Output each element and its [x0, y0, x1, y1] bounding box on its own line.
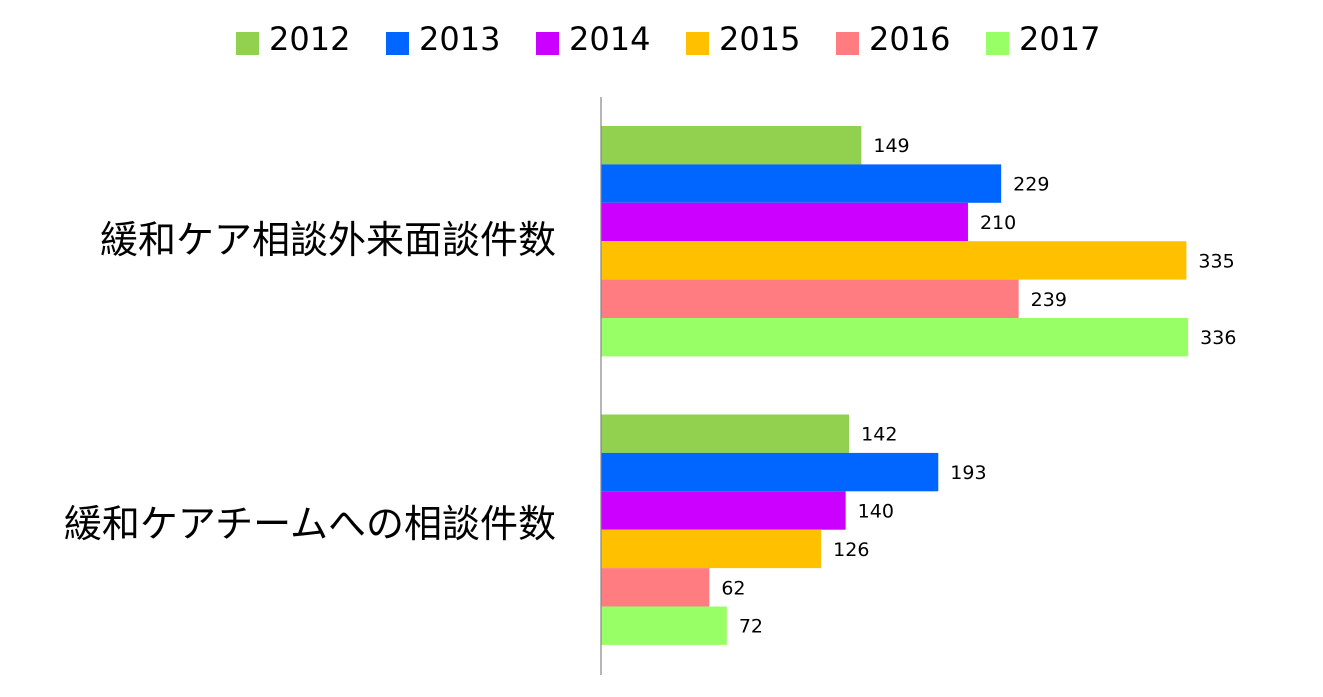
bar-2016-cat2 — [601, 568, 710, 607]
legend: 2012 2013 2014 2015 2016 2017 — [236, 20, 1100, 58]
legend-swatch-2015 — [686, 32, 709, 55]
legend-label-2012: 2012 — [269, 20, 350, 58]
data-label-2012-cat2: 142 — [861, 424, 897, 446]
bar-2012-cat2 — [601, 414, 850, 453]
data-label-2017-cat1: 336 — [1200, 327, 1236, 349]
legend-swatch-2013 — [386, 32, 409, 55]
data-labels: 149 229 210 335 239 336 142 193 140 126 62 72 — [721, 135, 1236, 638]
legend-label-2014: 2014 — [569, 20, 650, 58]
data-label-2013-cat1: 229 — [1013, 174, 1049, 196]
legend-swatch-2017 — [986, 32, 1009, 55]
legend-swatch-2014 — [536, 32, 559, 55]
legend-label-2013: 2013 — [419, 20, 500, 58]
data-label-2014-cat2: 140 — [858, 501, 894, 523]
data-label-2017-cat2: 72 — [739, 616, 763, 638]
legend-swatch-2016 — [836, 32, 859, 55]
bar-2014-cat2 — [601, 491, 846, 530]
bar-2016-cat1 — [601, 279, 1019, 318]
bar-2013-cat2 — [601, 452, 939, 492]
legend-label-2015: 2015 — [719, 20, 800, 58]
plot-area — [601, 126, 1189, 645]
bar-2015-cat2 — [601, 529, 822, 569]
category-label-2: 緩和ケアチームへの相談件数 — [64, 502, 556, 546]
bar-2015-cat1 — [601, 241, 1187, 280]
legend-swatch-2012 — [236, 32, 259, 55]
bar-2014-cat1 — [601, 202, 968, 242]
bar-2012-cat1 — [601, 126, 862, 165]
category-label-1: 緩和ケア相談外来面談件数 — [100, 218, 556, 262]
data-label-2016-cat2: 62 — [721, 577, 745, 599]
data-label-2012-cat1: 149 — [873, 135, 909, 157]
data-label-2014-cat1: 210 — [980, 212, 1016, 234]
data-label-2013-cat2: 193 — [950, 462, 986, 484]
bar-2017-cat2 — [601, 606, 727, 645]
legend-label-2017: 2017 — [1019, 20, 1100, 58]
data-label-2016-cat1: 239 — [1031, 289, 1067, 311]
data-label-2015-cat1: 335 — [1198, 250, 1234, 272]
bar-2013-cat1 — [601, 164, 1002, 203]
legend-label-2016: 2016 — [869, 20, 950, 58]
bar-2017-cat1 — [601, 318, 1189, 357]
data-label-2015-cat2: 126 — [833, 539, 869, 561]
